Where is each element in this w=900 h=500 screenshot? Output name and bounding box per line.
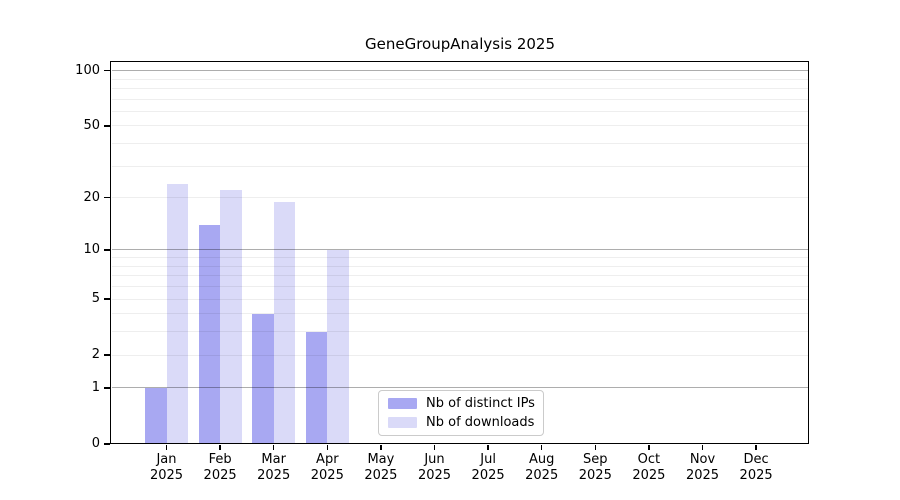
legend-swatch-distinct-ips	[388, 398, 417, 409]
bar-distinct-ips-feb	[198, 224, 221, 445]
bar-downloads-apr	[327, 249, 349, 445]
x-tick-label-apr: Apr 2025	[310, 452, 344, 483]
x-tick-mark-apr	[326, 445, 328, 450]
x-tick-mark-feb	[219, 445, 221, 450]
y-tick-mark-10	[104, 249, 110, 251]
bar-distinct-ips-apr	[305, 331, 328, 445]
minor-gridline-4	[112, 313, 808, 315]
minor-gridline-70	[112, 98, 808, 100]
y-tick-mark-2	[104, 354, 110, 356]
y-tick-mark-100	[104, 69, 110, 72]
y-tick-mark-20	[104, 196, 110, 199]
minor-gridline-50	[112, 125, 808, 127]
minor-gridline-60	[112, 110, 808, 112]
x-tick-label-jul: Jul 2025	[471, 452, 505, 483]
x-tick-mark-jan	[165, 445, 168, 450]
minor-gridline-30	[112, 165, 808, 167]
y-tick-label-20: 20	[83, 189, 100, 205]
y-tick-label-2: 2	[91, 347, 100, 363]
minor-gridline-20	[112, 197, 808, 199]
legend-label-distinct-ips: Nb of distinct IPs	[426, 396, 535, 411]
x-tick-label-aug: Aug 2025	[525, 452, 559, 483]
minor-gridline-2	[112, 354, 808, 356]
minor-gridline-9	[112, 257, 808, 259]
minor-gridline-80	[112, 87, 808, 89]
major-gridline-10	[112, 249, 808, 251]
minor-gridline-90	[112, 78, 808, 80]
chart-title: GeneGroupAnalysis 2025	[365, 35, 555, 53]
legend-label-downloads: Nb of downloads	[426, 415, 535, 430]
y-tick-mark-5	[104, 298, 110, 300]
x-tick-mark-jun	[433, 445, 436, 450]
y-tick-mark-0	[104, 443, 110, 445]
bar-distinct-ips-mar	[252, 313, 274, 445]
x-tick-label-feb: Feb 2025	[203, 452, 237, 483]
legend-item-downloads: Nb of downloads	[388, 415, 534, 430]
x-tick-mark-aug	[541, 445, 543, 450]
x-tick-mark-sep	[594, 445, 596, 450]
x-tick-label-mar: Mar 2025	[257, 452, 291, 483]
x-tick-label-sep: Sep 2025	[578, 452, 612, 483]
x-tick-label-jun: Jun 2025	[417, 452, 452, 483]
x-tick-mark-jul	[487, 445, 489, 450]
bar-downloads-feb	[220, 190, 242, 445]
bar-downloads-jan	[166, 183, 188, 445]
minor-gridline-40	[112, 143, 808, 145]
y-tick-mark-1	[104, 387, 110, 389]
bar-downloads-mar	[273, 201, 296, 445]
x-tick-label-jan: Jan 2025	[149, 452, 184, 483]
minor-gridline-8	[112, 265, 808, 267]
x-tick-mark-dec	[755, 445, 757, 450]
bar-distinct-ips-jan	[145, 387, 167, 445]
y-tick-label-5: 5	[91, 291, 100, 307]
minor-gridline-7	[112, 275, 808, 277]
y-tick-mark-50	[104, 125, 110, 127]
minor-gridline-6	[112, 286, 808, 288]
x-tick-label-nov: Nov 2025	[685, 452, 720, 483]
x-tick-mark-oct	[648, 445, 650, 450]
y-tick-label-10: 10	[83, 241, 100, 257]
x-tick-mark-nov	[701, 445, 704, 450]
x-tick-label-may: May 2025	[364, 452, 398, 483]
minor-gridline-3	[112, 331, 808, 333]
plot-area-border	[110, 61, 809, 444]
legend: Nb of distinct IPs Nb of downloads	[378, 390, 544, 436]
x-tick-mark-may	[380, 445, 382, 450]
y-tick-label-100: 100	[75, 62, 100, 78]
major-gridline-1	[112, 387, 808, 389]
x-tick-label-dec: Dec 2025	[739, 452, 773, 483]
x-tick-mark-mar	[273, 445, 275, 450]
legend-item-distinct-ips: Nb of distinct IPs	[388, 396, 535, 411]
minor-gridline-5	[112, 298, 808, 300]
y-tick-label-1: 1	[91, 379, 100, 395]
legend-swatch-downloads	[388, 417, 417, 428]
y-tick-label-0: 0	[91, 436, 100, 451]
y-tick-label-50: 50	[83, 117, 100, 133]
x-tick-label-oct: Oct 2025	[632, 452, 666, 483]
major-gridline-100	[112, 70, 808, 72]
